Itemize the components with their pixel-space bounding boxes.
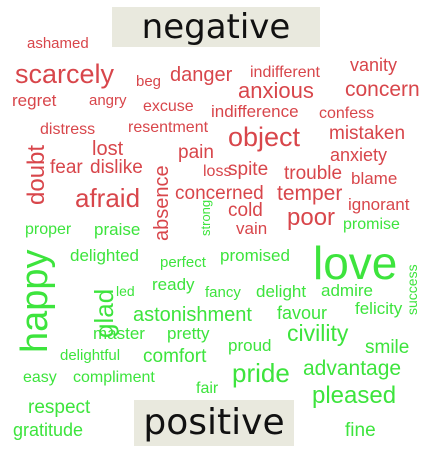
positive-word-easy: easy [23,369,57,386]
positive-word-master: master [93,324,145,343]
positive-word-praise: praise [94,220,141,239]
positive-word-advantage: advantage [303,357,402,380]
negative-word-ashamed: ashamed [27,35,89,52]
negative-word-regret: regret [12,91,57,110]
positive-word-strong: strong [198,199,213,236]
negative-word-doubt: doubt [23,144,50,205]
positive-word-compliment: compliment [73,369,155,386]
positive-word-respect: respect [28,397,91,418]
negative-word-absence: absence [151,165,173,241]
positive-word-pleased: pleased [312,382,397,409]
negative-word-scarcely: scarcely [15,59,115,89]
positive-word-smile: smile [365,337,410,358]
positive-word-promise: promise [343,216,400,233]
positive-word-felicity: felicity [355,299,403,318]
negative-word-danger: danger [170,64,233,86]
negative-word-temper: temper [277,182,343,205]
positive-word-proper: proper [25,221,72,238]
positive-word-pretty: pretty [167,324,210,343]
positive-word-delighted: delighted [70,246,140,265]
positive-word-comfort: comfort [143,346,207,367]
negative-word-vanity: vanity [350,55,398,75]
positive-word-proud: proud [228,336,272,355]
negative-word-vain: vain [236,219,268,238]
negative-word-loss: loss [203,163,232,180]
negative-word-cold: cold [228,200,263,221]
negative-word-confess: confess [319,105,375,122]
negative-word-blame: blame [351,169,398,188]
negative-word-afraid: afraid [75,183,141,213]
negative-word-spite: spite [228,159,269,180]
negative-word-beg: beg [136,73,162,90]
negative-word-indifference: indifference [211,102,299,121]
negative-word-indifferent: indifferent [250,64,320,81]
negative-word-object: object [228,122,301,152]
negative-word-angry: angry [89,92,127,109]
positive-word-delightful: delightful [60,347,121,364]
negative-word-mistaken: mistaken [329,123,406,144]
positive-word-led: led [116,283,135,299]
positive-word-fine: fine [345,420,376,441]
positive-label: positive [134,400,294,446]
negative-word-anxious: anxious [238,78,314,103]
negative-word-distress: distress [40,121,96,138]
positive-word-gratitude: gratitude [13,420,84,440]
negative-word-resentment: resentment [128,119,209,136]
positive-word-fair: fair [196,380,219,397]
positive-word-fancy: fancy [205,284,241,301]
negative-word-dislike: dislike [90,157,143,178]
negative-word-trouble: trouble [284,163,343,184]
negative-word-concern: concern [345,78,420,101]
positive-word-favour: favour [277,303,328,323]
positive-word-success: success [404,264,420,315]
positive-word-happy: happy [14,249,56,353]
negative-word-ignorant: ignorant [348,195,410,214]
negative-label: negative [112,7,320,47]
positive-word-admire: admire [321,281,373,300]
positive-word-ready: ready [152,275,195,294]
positive-word-delight: delight [256,282,307,301]
positive-word-pride: pride [232,358,290,388]
negative-word-lost: lost [92,138,124,160]
negative-word-anxiety: anxiety [330,145,388,165]
positive-word-astonishment: astonishment [133,304,252,326]
positive-word-perfect: perfect [160,254,206,271]
negative-word-excuse: excuse [143,98,194,115]
positive-word-love: love [313,237,398,289]
positive-word-promised: promised [220,246,290,265]
negative-word-concerned: concerned [175,183,264,204]
negative-word-fear: fear [50,157,83,178]
positive-word-civility: civility [287,320,349,346]
negative-word-poor: poor [287,204,336,231]
negative-word-pain: pain [178,142,214,163]
